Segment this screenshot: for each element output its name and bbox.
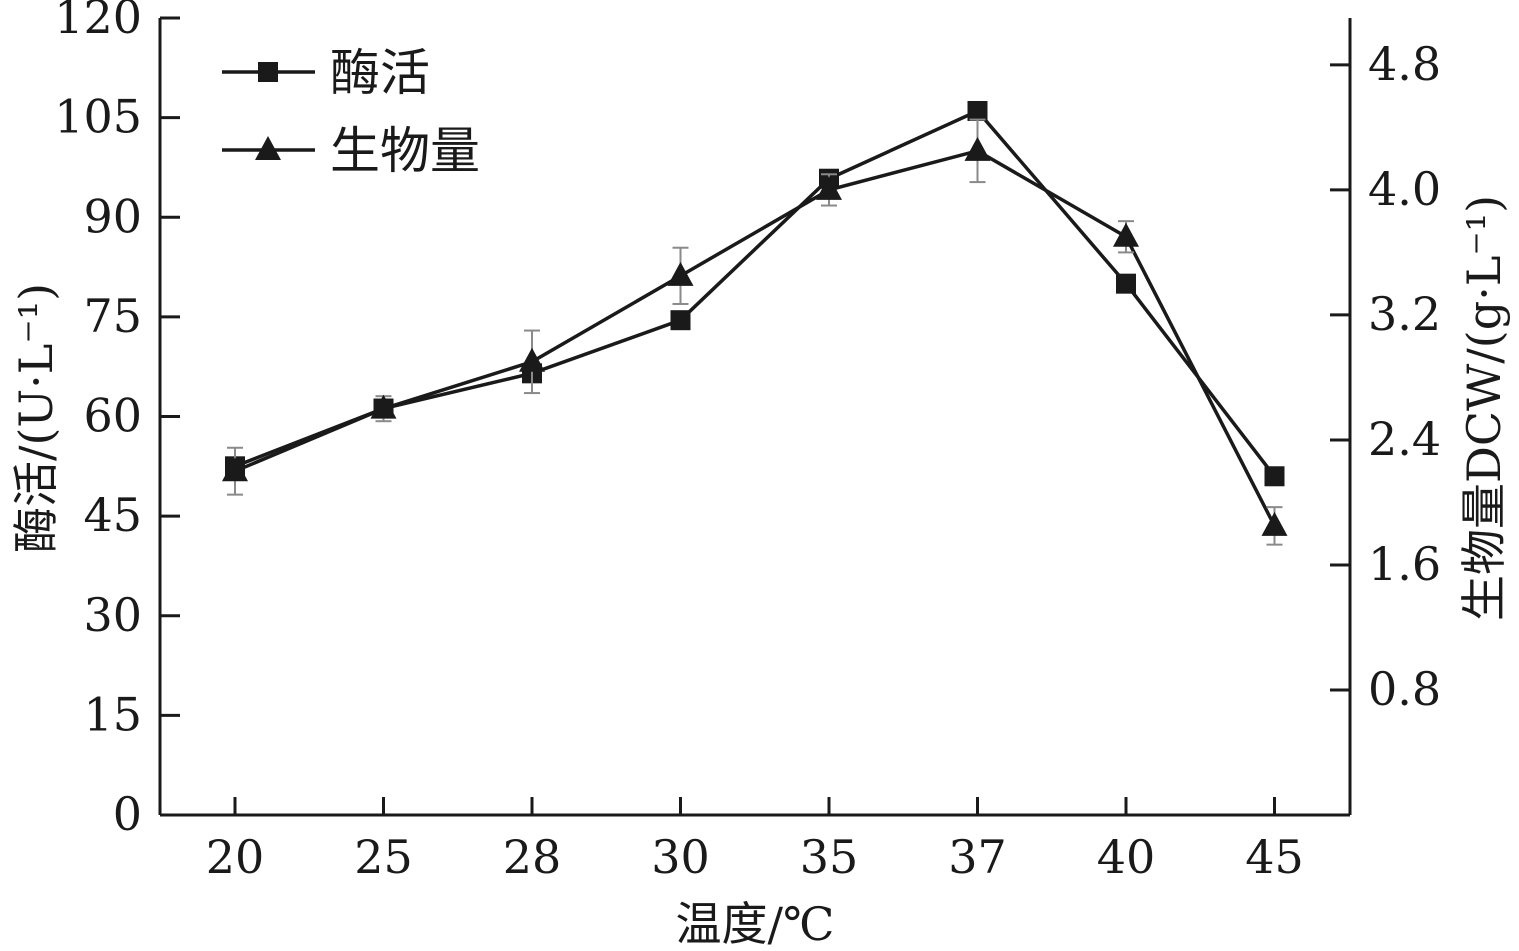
y-right-tick-label: 2.4 [1368, 412, 1441, 466]
y-axis-right-title: 生物量DCW/(g·L⁻¹) [1457, 195, 1511, 621]
legend-label: 生物量 [330, 122, 480, 180]
data-point-triangle [519, 347, 545, 372]
x-tick-label: 35 [800, 830, 859, 884]
data-point-triangle [1261, 511, 1288, 536]
x-tick-label: 45 [1245, 830, 1304, 884]
data-point-triangle [964, 136, 991, 161]
series-line [234, 148, 1277, 527]
legend-marker-square [258, 62, 278, 82]
x-tick-label: 37 [948, 830, 1007, 884]
y-right-tick-label: 1.6 [1368, 537, 1441, 591]
y-left-tick-label: 45 [83, 488, 142, 542]
x-tick-label: 40 [1097, 830, 1156, 884]
x-tick-label: 20 [206, 830, 265, 884]
series-layer [222, 100, 1288, 546]
data-point-triangle [370, 394, 397, 419]
y-right-tick-label: 4.8 [1368, 37, 1441, 91]
data-point-square [1264, 466, 1285, 487]
legend-marker-triangle [255, 136, 281, 160]
data-point-triangle [1113, 222, 1139, 247]
x-axis-title: 温度/℃ [676, 897, 835, 951]
y-left-tick-label: 105 [54, 90, 142, 144]
data-point-triangle [667, 261, 694, 286]
data-point-square [670, 310, 691, 331]
y-right-tick-label: 0.8 [1368, 662, 1441, 716]
y-left-tick-label: 90 [83, 189, 142, 243]
series-triangle [222, 118, 1288, 546]
data-point-triangle [222, 457, 248, 482]
legend-label: 酶活 [330, 44, 430, 102]
data-point-triangle [816, 175, 842, 200]
data-point-square [1116, 273, 1136, 294]
y-right-tick-label: 4.0 [1368, 162, 1441, 216]
y-left-tick-label: 75 [83, 289, 142, 343]
x-tick-label: 25 [354, 830, 413, 884]
y-left-tick-label: 15 [83, 687, 142, 741]
y-left-tick-label: 30 [83, 588, 142, 642]
y-axis-left-title: 酶活/(U·L⁻¹) [9, 283, 63, 553]
y-left-tick-label: 0 [113, 787, 142, 841]
y-left-tick-label: 60 [83, 389, 142, 443]
axes: 0 15 30 45 60 75 90 105 120 0.8 1.6 2.4 3.2 4.0 4.8 20 2… [54, 0, 1441, 884]
data-point-square [967, 100, 988, 121]
x-tick-label: 30 [651, 830, 710, 884]
y-right-tick-label: 3.2 [1368, 287, 1441, 341]
x-tick-label: 28 [503, 830, 562, 884]
y-left-tick-label: 120 [54, 0, 142, 44]
